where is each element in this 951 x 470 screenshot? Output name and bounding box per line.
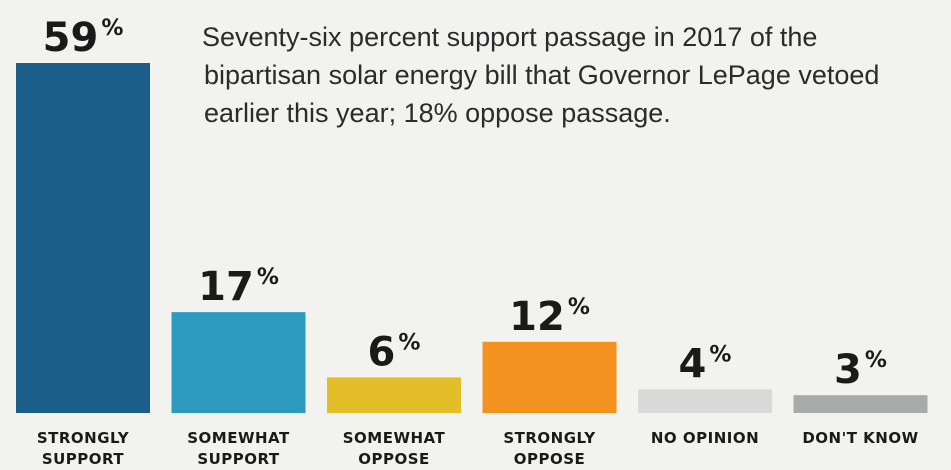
- bar-0: [16, 63, 150, 413]
- bar-value-label-5: 3%: [834, 347, 887, 393]
- chart-caption: Seventy-six percent support passage in 2…: [202, 22, 880, 128]
- category-label-5: DON'T KNOW: [802, 429, 918, 447]
- bar-1: [171, 312, 306, 413]
- category-label-2: SOMEWHAT OPPOSE: [343, 429, 446, 468]
- bar-value-label-4: 4%: [679, 341, 732, 387]
- category-label-0: STRONGLY SUPPORT: [37, 429, 130, 468]
- bar-5: [793, 395, 928, 413]
- category-label-3: STRONGLY OPPOSE: [503, 429, 596, 468]
- bar-value-label-3: 12%: [509, 294, 590, 340]
- bar-3: [482, 341, 617, 413]
- bar-value-label-0: 59%: [43, 15, 124, 61]
- bar-2: [327, 377, 461, 413]
- bar-value-label-2: 6%: [368, 329, 421, 375]
- category-label-4: NO OPINION: [651, 429, 759, 447]
- bar-4: [638, 389, 772, 413]
- category-label-1: SOMEWHAT SUPPORT: [187, 429, 290, 468]
- bar-value-label-1: 17%: [198, 264, 279, 310]
